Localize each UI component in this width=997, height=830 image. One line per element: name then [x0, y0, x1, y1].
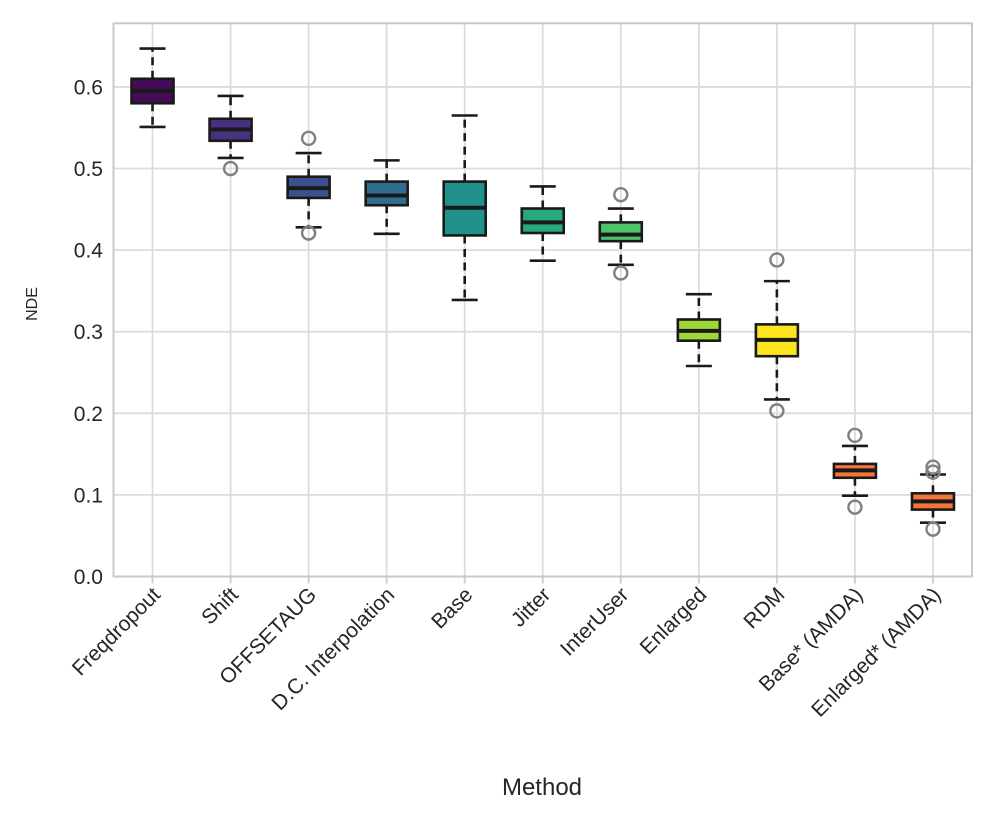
outlier-point	[300, 225, 317, 241]
x-tick-label: Shift	[197, 583, 243, 629]
box-offsetaug	[286, 130, 331, 241]
box-enlarged-amda	[910, 459, 956, 537]
x-tick-label: Jitter	[507, 583, 555, 631]
box-layer	[130, 47, 956, 537]
outlier-point	[769, 403, 785, 419]
box-d-c-interpolation	[364, 159, 409, 236]
plot-frame	[112, 22, 973, 578]
outlier-point	[222, 160, 239, 177]
x-tick-label: InterUser	[556, 583, 633, 660]
box-jitter	[520, 185, 566, 263]
outlier-point	[847, 499, 863, 515]
y-tick-labels: 0.0 0.1 0.2 0.3 0.4 0.5 0.6	[74, 76, 104, 589]
box-base-amda	[832, 427, 878, 515]
y-tick-label: 0.5	[74, 158, 103, 181]
y-axis-title: NDE	[24, 287, 41, 321]
box-rdm	[754, 252, 800, 419]
outlier-point	[925, 464, 941, 480]
x-tick-label: Enlarged	[636, 583, 712, 659]
outlier-point	[925, 459, 941, 475]
x-axis-title: Method	[502, 774, 582, 801]
box-base	[442, 114, 488, 302]
outlier-point	[847, 427, 863, 444]
y-tick-label: 0.4	[74, 240, 104, 263]
x-tick-label: RDM	[739, 583, 789, 633]
axes-frame	[112, 22, 973, 578]
y-tick-label: 0.1	[74, 484, 103, 507]
outlier-point	[300, 130, 317, 147]
outlier-point	[925, 521, 941, 537]
outlier-point	[613, 186, 629, 203]
outlier-point	[613, 265, 629, 281]
x-tick-label: Base	[427, 583, 477, 633]
box-enlarged	[676, 292, 722, 368]
y-tick-label: 0.3	[74, 321, 103, 344]
x-tick-label: Enlarged* (AMDA)	[807, 583, 945, 721]
y-tick-label: 0.6	[74, 76, 103, 99]
x-tick-label: Freqdropout	[68, 583, 165, 680]
box-interuser	[598, 186, 644, 281]
iqr-box	[598, 221, 644, 243]
outlier-point	[769, 252, 785, 268]
box-shift	[208, 94, 253, 177]
iqr-box	[364, 180, 409, 207]
y-tick-label: 0.0	[74, 566, 103, 589]
y-tick-label: 0.2	[74, 403, 103, 426]
box-freqdropout	[130, 47, 175, 129]
grid-layer	[113, 23, 972, 584]
